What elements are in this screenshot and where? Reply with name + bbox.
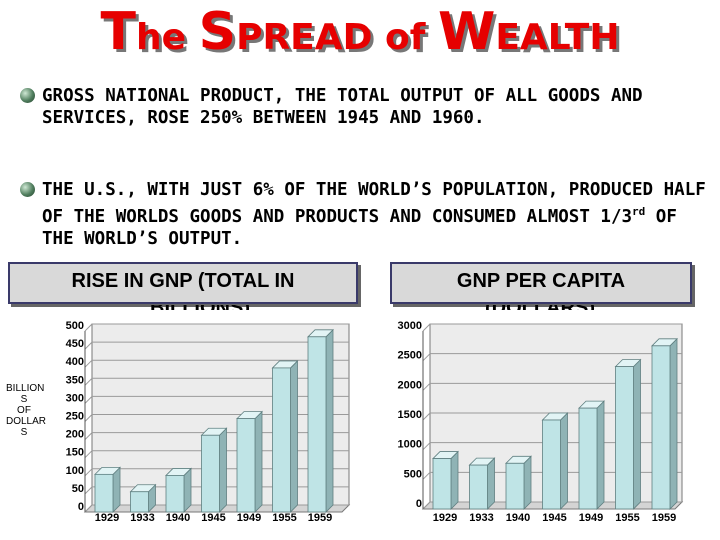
gridline-side: [422, 442, 431, 451]
gridline-side: [84, 432, 93, 440]
gridline-side: [84, 377, 93, 386]
superscript: rd: [632, 205, 646, 218]
bar-side: [112, 466, 121, 513]
gridline-side: [84, 396, 93, 404]
x-tick-label: 1955: [272, 512, 296, 524]
gridline-side: [422, 412, 431, 421]
title-part: PREAD of: [236, 17, 438, 58]
x-tick-label: 1959: [652, 512, 676, 524]
gridline-side: [84, 504, 93, 513]
y-tick-label: 0: [78, 501, 84, 513]
bar-side: [633, 358, 641, 510]
y-tick-label: 150: [66, 447, 84, 459]
bar: [165, 475, 185, 513]
bar-side: [669, 337, 678, 510]
bullet-sphere-icon: [20, 88, 35, 103]
bar: [130, 491, 149, 513]
y-tick-label: 250: [66, 411, 84, 423]
y-tick-label: 350: [66, 374, 84, 386]
bar-side: [450, 450, 459, 510]
y-tick-label: 100: [66, 465, 84, 477]
bar-side: [560, 412, 568, 510]
y-tick-label: 3000: [398, 320, 422, 332]
y-tick-label: 500: [66, 320, 84, 332]
gridline-side: [84, 414, 93, 422]
bar: [432, 458, 452, 510]
bar: [201, 434, 220, 513]
bar-side: [523, 455, 532, 510]
x-tick-label: 1940: [506, 512, 530, 524]
x-tick-label: 1933: [469, 512, 493, 524]
y-tick-label: 0: [416, 498, 422, 510]
bar-side: [325, 328, 334, 513]
gridline-side: [84, 450, 93, 459]
y-tick-label: 200: [66, 429, 84, 441]
y-tick-label: 1000: [398, 439, 422, 451]
gridline-side: [84, 323, 93, 332]
bar-side: [219, 427, 227, 513]
bar: [94, 473, 114, 513]
bullet-text: THE U.S., WITH JUST 6% OF THE WORLD’S PO…: [42, 179, 712, 250]
chart-header-per-capita: GNP PER CAPITA: [390, 262, 692, 304]
bar-side: [254, 410, 263, 513]
chart-title: RISE IN GNP (TOTAL IN: [71, 270, 295, 292]
gridline-side: [84, 359, 93, 368]
y-tick-label: 400: [66, 356, 84, 368]
bar: [272, 367, 291, 513]
bar-side: [183, 467, 192, 513]
bar-side: [487, 457, 495, 510]
bar: [578, 407, 598, 510]
y-tick-label: 2500: [398, 350, 422, 362]
gridline-side: [422, 501, 431, 510]
bullet-item: THE U.S., WITH JUST 6% OF THE WORLD’S PO…: [20, 179, 710, 249]
gridline-side: [422, 353, 431, 362]
title-part: T: [100, 2, 137, 62]
x-tick-label: 1940: [166, 512, 190, 524]
gridline-side: [422, 382, 431, 391]
y-tick-label: 300: [66, 392, 84, 404]
y-tick-label: 500: [404, 468, 422, 480]
title-part: S: [198, 2, 237, 62]
title-part: he: [136, 17, 199, 58]
bullet-text-part: THE U.S., WITH JUST 6% OF THE WORLD’S PO…: [42, 180, 706, 227]
x-tick-label: 1959: [308, 512, 332, 524]
bullet-sphere-icon: [20, 182, 35, 197]
bar: [236, 418, 256, 513]
x-tick-label: 1929: [433, 512, 457, 524]
bar: [307, 336, 327, 513]
gridline-side: [84, 341, 93, 350]
title-part: EALTH: [495, 17, 620, 58]
bullet-text: GROSS NATIONAL PRODUCT, THE TOTAL OUTPUT…: [42, 86, 643, 128]
bar: [542, 419, 561, 510]
y-tick-label: 1500: [398, 409, 422, 421]
x-tick-label: 1949: [579, 512, 603, 524]
gridline-side: [422, 323, 431, 332]
x-tick-label: 1949: [237, 512, 261, 524]
gridline-side: [422, 471, 431, 480]
x-tick-label: 1933: [130, 512, 154, 524]
bar: [505, 462, 525, 510]
bar: [469, 464, 488, 510]
bullet-text-part: OF THE WORLD’S OUTPUT.: [42, 206, 677, 249]
x-tick-label: 1955: [615, 512, 639, 524]
page-title: The SPREAD of WEALTH: [0, 2, 720, 62]
y-tick-label: 50: [72, 483, 84, 495]
gridline-side: [84, 486, 93, 495]
y-axis-label: BILLION S OF DOLLAR S: [6, 383, 47, 438]
chart-header-gnp: RISE IN GNP (TOTAL IN: [8, 262, 358, 304]
bar-side: [596, 400, 605, 510]
chart-title: GNP PER CAPITA: [456, 270, 626, 292]
y-tick-label: 450: [66, 338, 84, 350]
bullet-item: GROSS NATIONAL PRODUCT, THE TOTAL OUTPUT…: [20, 85, 710, 155]
bar-side: [290, 359, 298, 513]
bar: [651, 345, 671, 510]
gridline-side: [84, 468, 93, 477]
bar: [615, 366, 634, 510]
x-tick-label: 1945: [201, 512, 225, 524]
y-tick-label: 2000: [398, 379, 422, 391]
title-part: W: [437, 2, 496, 62]
x-tick-label: 1929: [95, 512, 119, 524]
x-tick-label: 1945: [542, 512, 566, 524]
